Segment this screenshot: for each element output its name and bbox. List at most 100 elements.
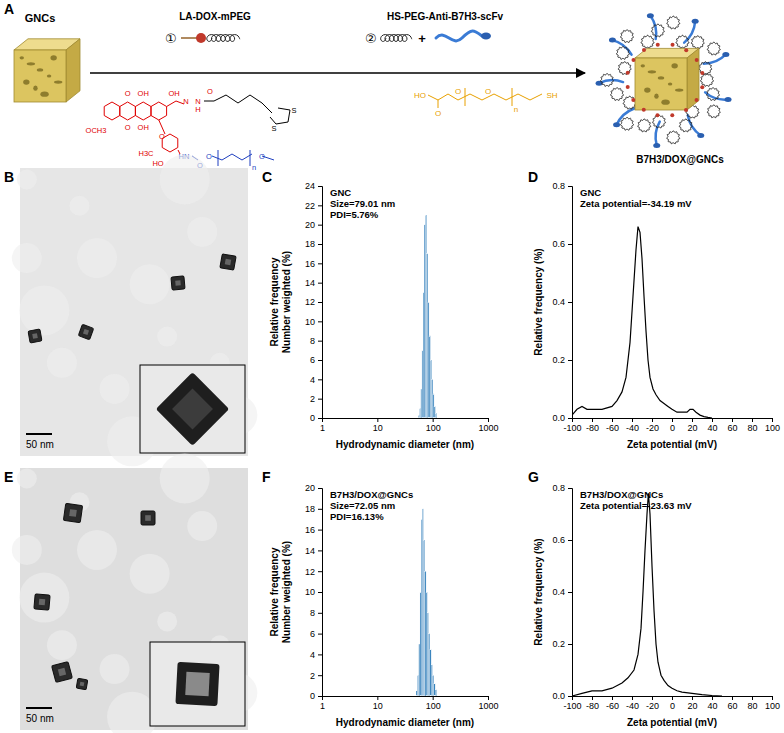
y-tick-label: 12 xyxy=(305,297,315,307)
cube-side xyxy=(687,48,699,110)
y-tick: 14 xyxy=(305,278,322,288)
y-tick-label: 0 xyxy=(310,413,315,423)
y-tick-mark xyxy=(568,540,572,541)
y-tick-mark xyxy=(318,379,322,380)
y-tick-mark xyxy=(318,509,322,510)
bond xyxy=(218,150,219,166)
x-tick-label: 20 xyxy=(687,701,697,711)
x-tick-mark xyxy=(752,696,753,700)
nanocube xyxy=(52,662,73,683)
y-tick-label: 4 xyxy=(310,375,315,385)
x-tick: -100 xyxy=(563,696,581,711)
y-tick-mark xyxy=(318,360,322,361)
y-tick-label: 0 xyxy=(310,691,315,701)
x-tick: 10 xyxy=(373,696,383,711)
y-tick-mark xyxy=(318,341,322,342)
panel-letter: G xyxy=(528,469,539,485)
x-tick: 10 xyxy=(373,418,383,433)
y-axis: 024681012141618202224 xyxy=(305,181,323,423)
scale-bar-label: 50 nm xyxy=(26,713,54,724)
ring xyxy=(120,102,136,120)
y-tick-mark xyxy=(318,399,322,400)
peg-coil xyxy=(667,16,680,29)
antibody xyxy=(684,21,695,42)
x-tick: 1 xyxy=(320,696,325,711)
y-tick: 0.2 xyxy=(552,639,572,649)
x-tick-mark xyxy=(488,418,489,422)
x-tick: 60 xyxy=(727,696,737,711)
y-tick-label: 0.6 xyxy=(552,535,565,545)
x-tick-mark xyxy=(592,696,593,700)
y-tick-mark xyxy=(318,418,322,419)
tem-texture xyxy=(130,554,170,594)
y-tick: 16 xyxy=(305,525,322,535)
tem-texture xyxy=(12,535,42,565)
y-axis: 02468101214161820 xyxy=(305,483,323,701)
annotation: PDI=16.13% xyxy=(330,511,384,522)
panel-letter: A xyxy=(4,1,14,17)
dox-bead xyxy=(695,58,699,62)
y-tick-mark xyxy=(318,571,322,572)
y-tick: 0.4 xyxy=(552,587,572,597)
x-tick-mark xyxy=(612,696,613,700)
y-tick: 8 xyxy=(310,336,322,346)
x-tick-label: -40 xyxy=(626,423,639,433)
x-tick-label: 1 xyxy=(320,423,325,433)
peg-coil xyxy=(651,24,664,37)
tem-background xyxy=(20,468,248,730)
tem-texture xyxy=(187,511,217,541)
atom-label: O xyxy=(485,87,491,96)
atom-label: n xyxy=(514,105,518,114)
cube-hole xyxy=(40,92,48,97)
x-axis-title: Hydrodynamic diameter (nm) xyxy=(336,439,474,450)
x-tick: 100 xyxy=(765,418,780,433)
x-tick-label: 100 xyxy=(426,701,441,711)
y-axis-title: Relative frequency (%) xyxy=(533,248,544,355)
tem-image: 50 nm xyxy=(12,155,257,467)
dox-bead xyxy=(631,58,635,62)
histogram-bar xyxy=(423,540,424,696)
nanocube xyxy=(78,324,93,339)
y-tick: 14 xyxy=(305,546,322,556)
x-tick: 100 xyxy=(426,696,441,711)
x-tick: -40 xyxy=(626,418,639,433)
annotation: Zeta potential=-34.19 mV xyxy=(580,198,692,209)
x-tick: 1 xyxy=(320,418,325,433)
antibody xyxy=(436,31,482,41)
tem-texture xyxy=(77,530,117,570)
dox-bead xyxy=(700,71,704,75)
x-tick: 100 xyxy=(426,418,441,433)
x-tick: -20 xyxy=(646,696,659,711)
x-tick-label: 100 xyxy=(765,423,780,433)
cube-hole xyxy=(50,55,56,60)
step-number: ① xyxy=(165,31,177,46)
peg-coil xyxy=(676,35,689,48)
x-axis-title: Zeta potential (mV) xyxy=(627,439,717,450)
x-tick-label: -20 xyxy=(646,423,659,433)
y-tick-mark xyxy=(568,592,572,593)
y-tick: 22 xyxy=(305,201,322,211)
x-tick-mark xyxy=(377,418,378,422)
y-tick-label: 20 xyxy=(305,220,315,230)
nanocube-core xyxy=(175,280,181,286)
y-axis-line xyxy=(318,489,323,697)
cube-hole xyxy=(648,70,656,73)
annotation: B7H3/DOX@GNCs xyxy=(330,489,413,500)
y-tick: 10 xyxy=(305,587,322,597)
peg-coil xyxy=(623,96,636,109)
chart: -100-80-60-40-200204060801000.00.20.40.6… xyxy=(533,181,780,450)
plot-area xyxy=(572,493,722,696)
cube-hole xyxy=(654,94,658,99)
y-tick-label: 14 xyxy=(305,546,315,556)
cube-hole xyxy=(641,64,645,67)
y-tick-mark xyxy=(318,302,322,303)
nanocube-core xyxy=(80,682,85,687)
x-tick: 100 xyxy=(765,696,780,711)
atom-label: S xyxy=(271,124,276,133)
x-tick-label: -40 xyxy=(626,701,639,711)
y-tick-label: 10 xyxy=(305,317,315,327)
y-axis-title: Number weighted (%) xyxy=(281,541,292,643)
x-tick-mark xyxy=(672,696,673,700)
dox-bead xyxy=(671,43,675,47)
chart: 110100100002468101214161820Hydrodynamic … xyxy=(269,483,499,728)
